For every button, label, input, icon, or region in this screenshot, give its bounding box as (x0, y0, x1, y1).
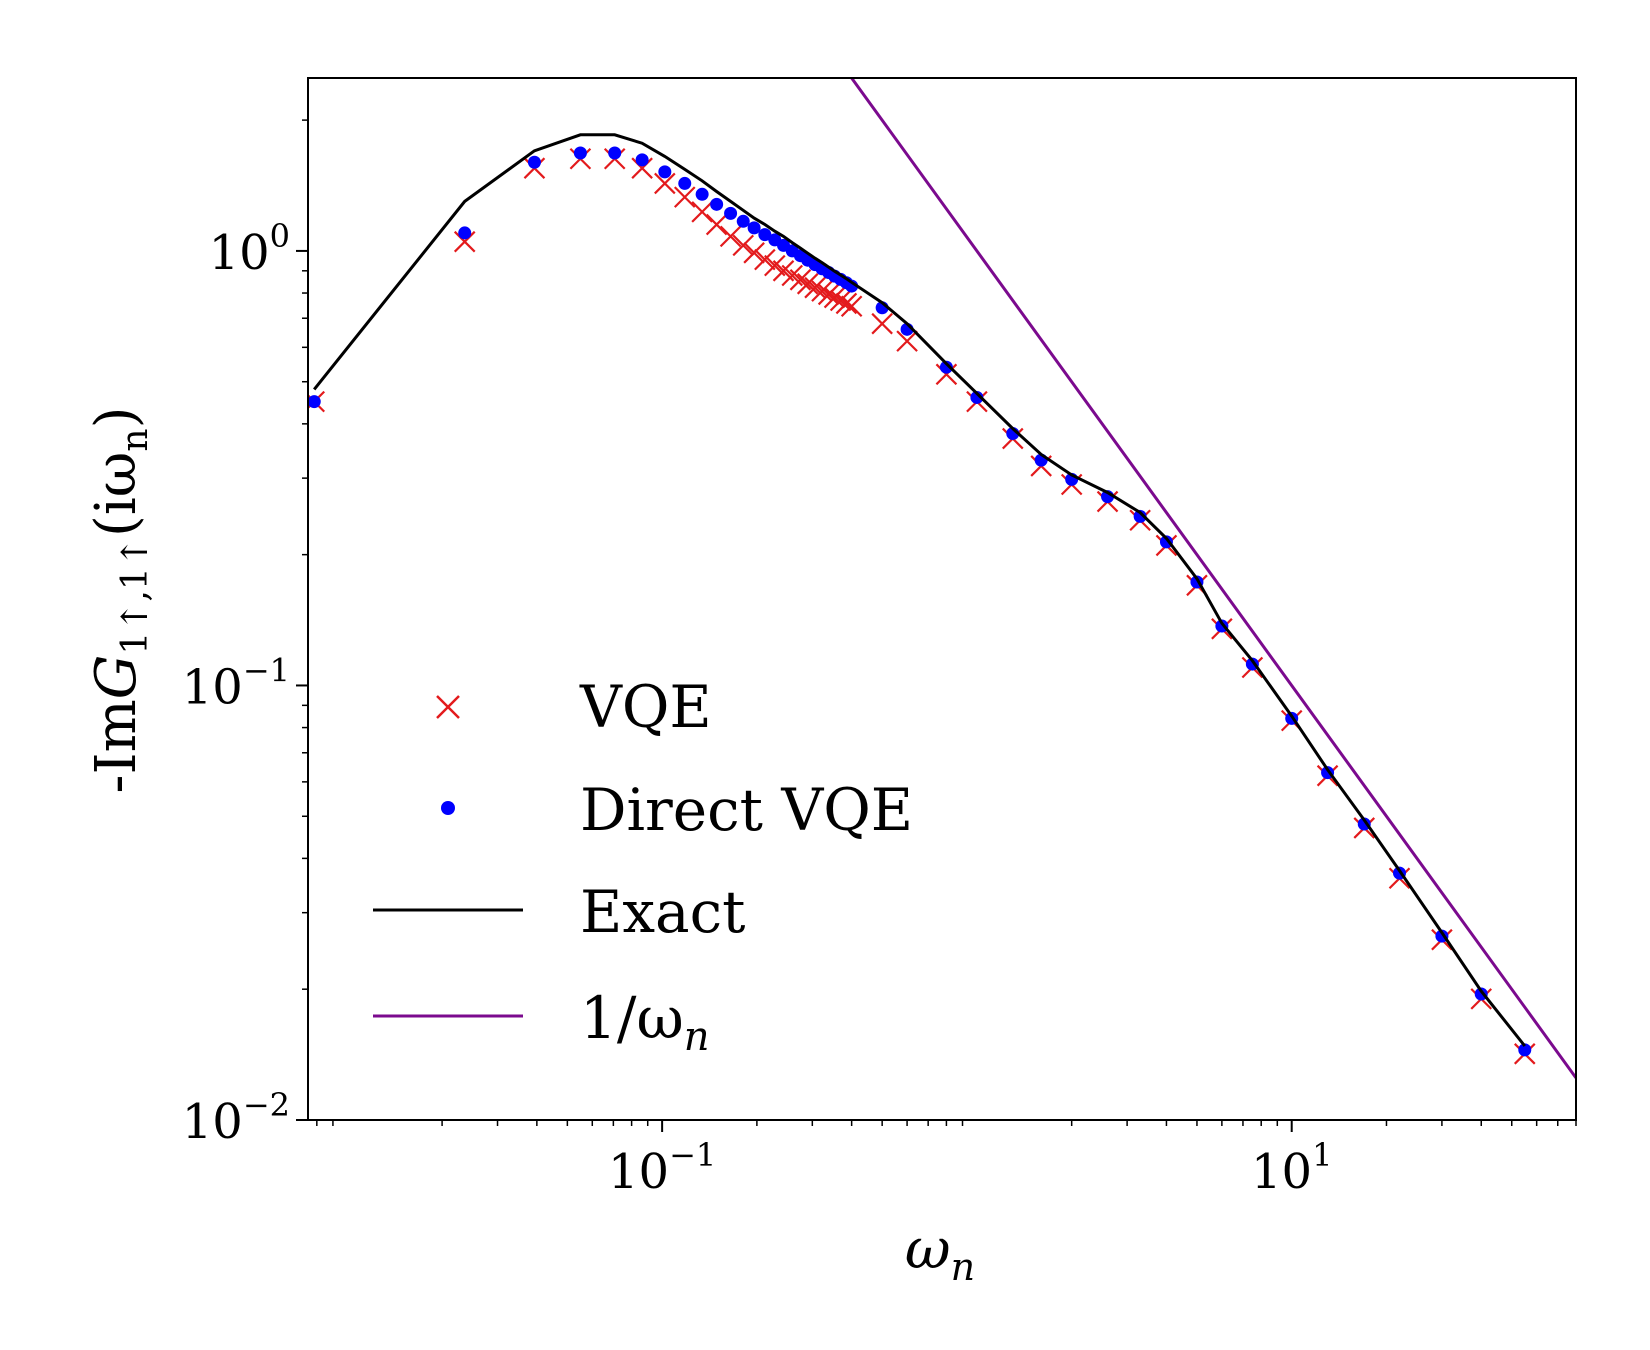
y-tick-label: 10−1 (182, 651, 290, 715)
y-axis-label-arg: (iω (84, 452, 149, 537)
data-point-x (823, 286, 846, 309)
series-1 (850, 78, 1576, 1079)
series-layer (308, 78, 1576, 1079)
x-tick-label: 10−1 (608, 1136, 716, 1200)
data-point-x (743, 242, 765, 264)
data-point-x (732, 234, 755, 257)
y-axis-label-arg-end: ) (84, 407, 149, 429)
plot-area (308, 78, 1576, 1120)
data-point-dot (608, 146, 622, 160)
legend-label-inverse-omega-sub: n (684, 1014, 710, 1060)
x-axis-label-main: ω (905, 1217, 951, 1282)
data-point-dot (527, 155, 541, 169)
data-point-dot (758, 228, 772, 242)
data-point-dot (747, 221, 761, 235)
data-point-dot (458, 226, 472, 240)
y-axis-label: -ImG1↑,1↑(iωn) (84, 407, 156, 794)
data-point-x (804, 276, 826, 299)
data-point-dot (573, 146, 587, 160)
svg-text:-ImG1↑,1↑(iωn): -ImG1↑,1↑(iωn) (84, 407, 156, 794)
legend-marker-x (436, 695, 460, 719)
y-axis-label-arg-sub: n (115, 428, 156, 451)
data-point-dot (724, 206, 738, 220)
svg-text:ωn: ωn (905, 1217, 975, 1289)
data-point-x (691, 201, 713, 223)
legend-item-inverse-omega: 1/ωn (373, 984, 710, 1060)
data-point-x (796, 273, 819, 295)
legend-label-inverse-omega-main: 1/ω (580, 984, 684, 1052)
legend: VQE Direct VQE Exact 1/ωn (373, 673, 913, 1060)
legend-label-direct-vqe: Direct VQE (580, 776, 913, 844)
data-point-x (631, 157, 653, 179)
plot-frame (307, 77, 1577, 1121)
series-line (850, 78, 1576, 1079)
data-point-dot (658, 165, 672, 179)
data-point-x (673, 186, 696, 208)
legend-item-exact: Exact (373, 878, 745, 946)
data-point-x (811, 280, 833, 302)
legend-item-vqe: VQE (436, 673, 712, 741)
data-point-dot (1133, 509, 1147, 523)
series-exact (313, 133, 1526, 1047)
y-tick-label: 10−2 (182, 1086, 290, 1150)
data-point-x (840, 295, 863, 317)
data-point-x (719, 225, 742, 248)
data-point-x (935, 363, 958, 386)
data-point-dot (710, 197, 724, 211)
x-tick-label: 101 (1251, 1136, 1332, 1200)
legend-item-direct-vqe: Direct VQE (441, 776, 913, 844)
x-axis-label-sub: n (951, 1245, 975, 1289)
x-axis-label: ωn (905, 1217, 975, 1289)
data-point-x (829, 289, 852, 312)
series-vqe (308, 147, 1536, 1065)
data-point-dot (695, 187, 709, 201)
data-point-x (817, 283, 840, 306)
y-axis-label-sub: 1↑,1↑ (115, 537, 156, 655)
data-point-x (871, 312, 893, 335)
data-point-dot (308, 395, 321, 409)
data-point-dot (678, 176, 692, 190)
series-line (313, 133, 1526, 1047)
data-point-dot (736, 214, 750, 228)
legend-label-vqe: VQE (579, 673, 712, 741)
tick-layer: 10−1 101 10−2 10−1 100 (182, 119, 1577, 1200)
data-point-x (789, 269, 812, 291)
data-point-dot (939, 360, 953, 374)
y-axis-label-prefix: -Im (84, 699, 149, 793)
legend-label-exact: Exact (580, 878, 745, 946)
data-point-dot (635, 153, 649, 167)
data-point-dot (1518, 1043, 1532, 1057)
data-point-x (896, 330, 918, 352)
data-point-x (835, 292, 858, 315)
data-point-dot (970, 390, 984, 404)
data-point-x (654, 172, 676, 195)
data-point-x (453, 230, 476, 253)
data-point-x (705, 213, 728, 236)
legend-marker-dot (441, 801, 455, 815)
y-axis-label-main: G (84, 655, 149, 700)
data-point-x (754, 248, 776, 271)
legend-label-inverse-omega: 1/ωn (580, 984, 710, 1060)
y-tick-label: 100 (209, 217, 290, 281)
